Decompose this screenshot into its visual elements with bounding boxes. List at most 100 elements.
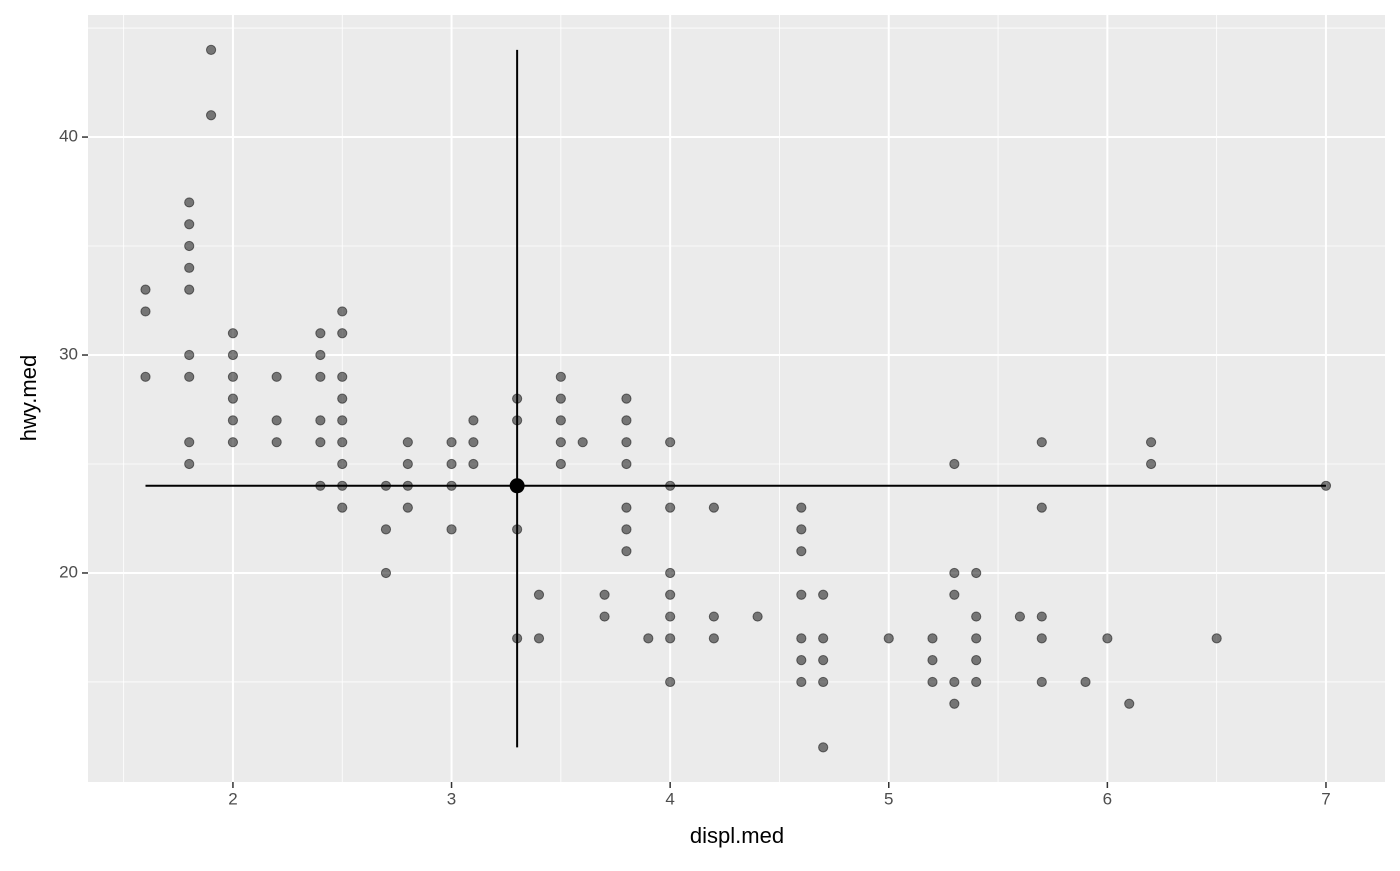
point: [184, 437, 195, 448]
point: [271, 437, 282, 448]
point: [337, 437, 348, 448]
point: [796, 676, 807, 688]
point: [555, 437, 566, 448]
point: [533, 633, 545, 644]
point: [665, 567, 676, 579]
point: [971, 676, 982, 688]
point: [337, 458, 348, 470]
point: [621, 393, 632, 404]
point: [315, 437, 326, 448]
point: [315, 371, 326, 382]
point: [665, 437, 676, 448]
point: [140, 306, 151, 317]
point: [796, 589, 807, 600]
point: [337, 328, 348, 339]
point: [1036, 633, 1047, 644]
point: [708, 611, 719, 622]
point: [818, 633, 829, 644]
point: [621, 502, 632, 513]
point: [446, 524, 457, 535]
point: [468, 458, 479, 470]
point: [927, 633, 938, 644]
point: [665, 611, 676, 622]
y-tick-label: 30: [59, 345, 78, 364]
point: [184, 197, 195, 208]
point: [949, 458, 960, 470]
point: [949, 698, 960, 709]
point: [402, 502, 413, 513]
point: [227, 393, 239, 404]
y-tick-label: 40: [59, 127, 78, 146]
point: [184, 240, 195, 252]
point: [708, 633, 719, 644]
point: [271, 371, 282, 382]
point: [184, 349, 195, 361]
point: [205, 110, 217, 121]
point: [184, 262, 195, 273]
point: [599, 611, 610, 622]
point: [599, 589, 610, 600]
x-tick-label: 4: [665, 789, 674, 808]
point: [227, 371, 239, 382]
point: [643, 633, 654, 644]
point: [227, 328, 239, 339]
point: [818, 676, 829, 688]
point: [1014, 611, 1026, 622]
point: [971, 633, 982, 644]
point: [752, 611, 763, 622]
point: [796, 655, 807, 666]
point: [402, 458, 413, 470]
point: [184, 458, 195, 470]
point: [971, 655, 982, 666]
point: [337, 502, 348, 513]
point: [140, 371, 151, 382]
point: [468, 437, 479, 448]
panel: [88, 15, 1385, 782]
point: [533, 589, 545, 600]
point: [665, 589, 676, 600]
point: [1124, 698, 1135, 709]
point: [796, 633, 807, 644]
point: [883, 633, 894, 644]
point: [796, 524, 807, 535]
point: [1102, 633, 1113, 644]
point: [1036, 676, 1047, 688]
point: [665, 633, 676, 644]
point: [1145, 458, 1157, 470]
point: [380, 567, 392, 579]
point: [315, 415, 326, 426]
point: [818, 589, 829, 600]
x-tick-label: 2: [228, 789, 237, 808]
point: [140, 284, 151, 295]
point: [184, 371, 195, 382]
point: [577, 437, 588, 448]
point: [184, 219, 195, 230]
point: [927, 655, 938, 666]
point: [621, 524, 632, 535]
point: [1036, 611, 1047, 622]
point: [337, 415, 348, 426]
point: [227, 349, 239, 361]
point: [380, 524, 392, 535]
point: [555, 458, 566, 470]
point: [446, 437, 457, 448]
point: [205, 44, 217, 55]
point: [949, 676, 960, 688]
point: [971, 567, 982, 579]
point: [1145, 437, 1157, 448]
point: [315, 328, 326, 339]
point: [271, 415, 282, 426]
median-point: [509, 478, 525, 494]
point: [337, 393, 348, 404]
point: [337, 306, 348, 317]
point: [227, 437, 239, 448]
point: [402, 437, 413, 448]
point: [621, 546, 632, 557]
x-tick-label: 7: [1321, 789, 1330, 808]
point: [927, 676, 938, 688]
point: [621, 415, 632, 426]
point: [971, 611, 982, 622]
point: [555, 415, 566, 426]
point: [555, 393, 566, 404]
